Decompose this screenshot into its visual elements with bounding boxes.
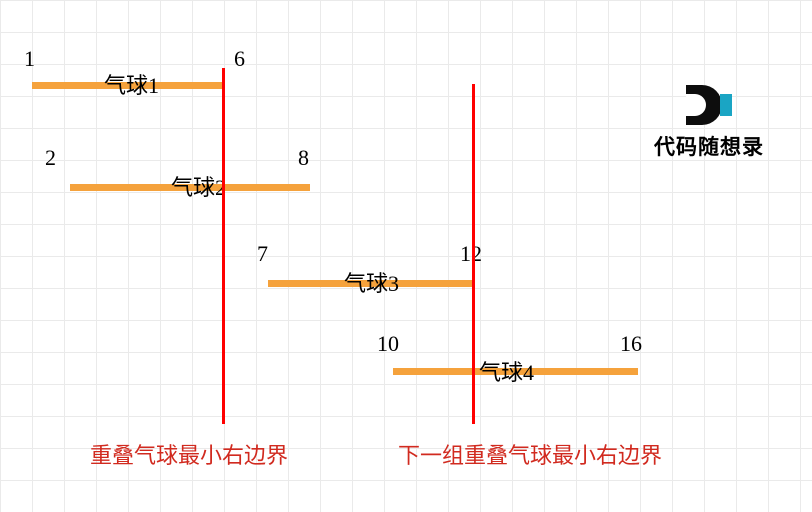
balloon3-end-num: 12 (460, 241, 482, 267)
balloon4-end-num: 16 (620, 331, 642, 357)
logo-text: 代码随想录 (654, 131, 764, 161)
balloon2-start-num: 2 (45, 145, 56, 171)
balloon1-start-num: 1 (24, 46, 35, 72)
balloon3-label: 气球3 (340, 266, 403, 298)
balloon2-end-num: 8 (298, 145, 309, 171)
balloon4-start-num: 10 (377, 331, 399, 357)
balloon4-label: 气球4 (475, 355, 538, 387)
balloon3-start-num: 7 (257, 241, 268, 267)
boundary-line-1 (222, 68, 225, 424)
logo-icon (686, 85, 732, 125)
caption-1: 重叠气球最小右边界 (90, 438, 288, 470)
balloon1-end-num: 6 (234, 46, 245, 72)
balloon1-label: 气球1 (100, 68, 163, 100)
balloon2-label: 气球2 (167, 170, 230, 202)
boundary-line-2 (472, 84, 475, 424)
logo: 代码随想录 (654, 85, 764, 161)
caption-2: 下一组重叠气球最小右边界 (398, 438, 662, 470)
